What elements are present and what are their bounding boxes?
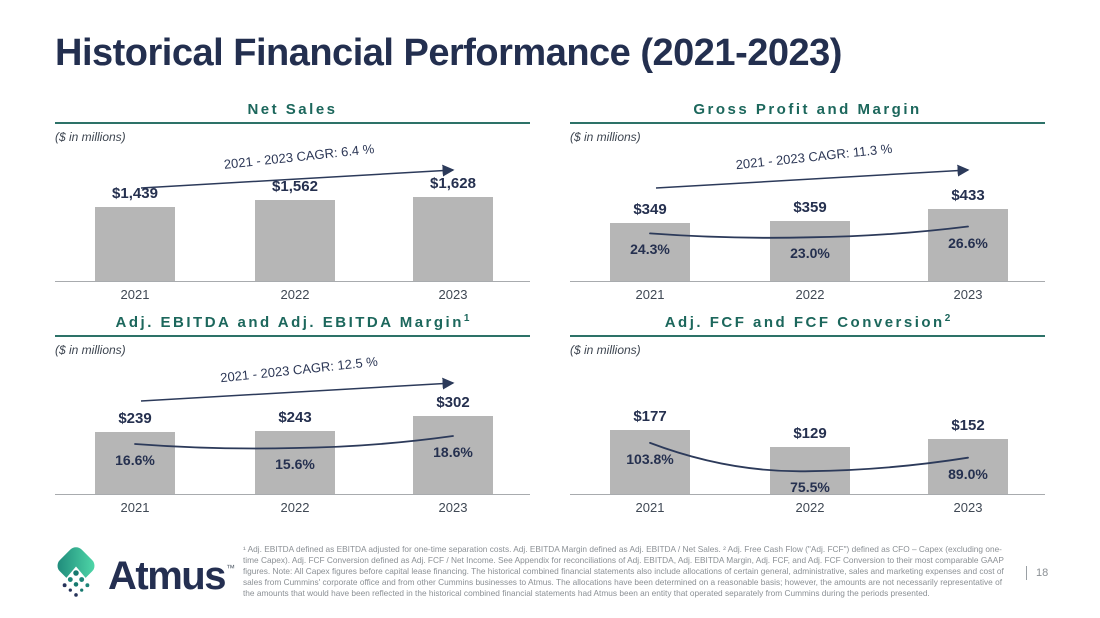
- margin-percent-label: 89.0%: [948, 465, 988, 482]
- bar-2023: [413, 416, 493, 494]
- atmus-logo-mark-icon: [50, 542, 102, 609]
- bar-2022: [770, 221, 850, 281]
- margin-percent-label: 16.6%: [115, 452, 155, 468]
- page-number: 18: [1026, 566, 1048, 580]
- bar-value-label: $302: [436, 394, 470, 411]
- margin-percent-label: 26.6%: [948, 234, 988, 251]
- bar-2023: [928, 209, 1008, 281]
- cagr-arrow: [655, 164, 970, 189]
- chart-decoration: [649, 442, 969, 473]
- units-label: ($ in millions): [570, 130, 641, 144]
- chart-decoration: [140, 164, 455, 189]
- bar-value-label: $359: [793, 199, 827, 216]
- title-underline: [570, 335, 1045, 337]
- plot-area: 2021 - 2023 CAGR: 6.4 % $1,439 $1,562 $1,62…: [55, 141, 530, 282]
- title-underline: [55, 122, 530, 124]
- atmus-logo: Atmus™: [50, 542, 235, 609]
- chart-title: Net Sales: [55, 100, 530, 119]
- year-label: 2022: [795, 287, 825, 302]
- chart-panel-net-sales: Net Sales ($ in millions) 2021 - 2023 CA…: [55, 100, 530, 305]
- year-label: 2021: [635, 287, 665, 302]
- margin-trend-line: [649, 225, 969, 239]
- x-axis-labels: 2021 2022 2023: [570, 287, 1045, 305]
- bar-2021: [95, 207, 175, 281]
- year-label: 2022: [795, 500, 825, 515]
- bar-value-label: $1,628: [430, 175, 476, 192]
- chart-title: Adj. EBITDA and Adj. EBITDA Margin1: [55, 313, 530, 332]
- chart-decoration: [649, 164, 970, 239]
- bar-value-label: $243: [278, 409, 312, 426]
- bar-value-label: $129: [793, 425, 827, 442]
- chart-panel-gross-profit: Gross Profit and Margin ($ in millions) …: [570, 100, 1045, 305]
- margin-trend-line: [649, 442, 969, 473]
- title-underline: [570, 122, 1045, 124]
- chart-panel-adj-fcf: Adj. FCF and FCF Conversion2 ($ in milli…: [570, 313, 1045, 518]
- x-axis-labels: 2021 2022 2023: [570, 500, 1045, 518]
- margin-percent-label: 18.6%: [433, 444, 473, 460]
- margin-percent-label: 103.8%: [626, 450, 674, 467]
- x-axis-labels: 2021 2022 2023: [55, 500, 530, 518]
- trademark-symbol: ™: [225, 562, 235, 573]
- title-underline: [55, 335, 530, 337]
- logo-wordmark: Atmus™: [108, 553, 235, 598]
- margin-percent-label: 24.3%: [630, 241, 670, 258]
- bar-2023: [413, 197, 493, 281]
- chart-title-superscript: 2: [944, 313, 951, 324]
- x-axis-labels: 2021 2022 2023: [55, 287, 530, 305]
- bar-value-label: $1,439: [112, 185, 158, 202]
- plot-area: $177 103.8% $129 75.5% $152 89.0%: [570, 359, 1045, 495]
- bar-2021: [95, 432, 175, 494]
- bar-value-label: $239: [118, 410, 152, 427]
- bar-2023: [928, 439, 1008, 494]
- margin-percent-label: 75.5%: [790, 479, 830, 496]
- slide-footer: Atmus™ ¹ Adj. EBITDA defined as EBITDA a…: [0, 538, 1100, 618]
- cagr-arrow: [140, 377, 455, 402]
- plot-area: 2021 - 2023 CAGR: 12.5 % $239 16.6% $243 15.…: [55, 354, 530, 495]
- chart-title-text: Adj. EBITDA and Adj. EBITDA Margin: [115, 314, 464, 331]
- bar-2022: [255, 431, 335, 494]
- year-label: 2021: [120, 500, 150, 515]
- margin-percent-label: 23.0%: [790, 245, 830, 262]
- plot-area: 2021 - 2023 CAGR: 11.3 % $349 24.3% $359 23.…: [570, 141, 1045, 282]
- margin-trend-line: [134, 435, 454, 450]
- chart-title-text: Net Sales: [247, 101, 338, 118]
- bar-2022: [255, 200, 335, 281]
- year-label: 2021: [120, 287, 150, 302]
- cagr-arrow: [140, 164, 455, 189]
- chart-panel-adj-ebitda: Adj. EBITDA and Adj. EBITDA Margin1 ($ i…: [55, 313, 530, 518]
- margin-percent-label: 15.6%: [275, 456, 315, 472]
- bar-value-label: $152: [951, 417, 985, 434]
- chart-title-text: Gross Profit and Margin: [693, 101, 922, 118]
- units-label: ($ in millions): [55, 343, 126, 357]
- chart-decoration: [134, 377, 455, 450]
- logo-wordmark-text: Atmus: [108, 553, 226, 598]
- bar-2021: [610, 430, 690, 494]
- bar-value-label: $177: [633, 408, 667, 425]
- year-label: 2023: [953, 500, 983, 515]
- bar-value-label: $349: [633, 201, 667, 218]
- year-label: 2021: [635, 500, 665, 515]
- year-label: 2023: [953, 287, 983, 302]
- chart-title: Adj. FCF and FCF Conversion2: [570, 313, 1045, 332]
- bar-value-label: $1,562: [272, 178, 318, 195]
- bar-value-label: $433: [951, 187, 985, 204]
- year-label: 2023: [438, 287, 468, 302]
- chart-title: Gross Profit and Margin: [570, 100, 1045, 119]
- year-label: 2022: [280, 287, 310, 302]
- page-title: Historical Financial Performance (2021-2…: [55, 32, 842, 74]
- chart-title-superscript: 1: [463, 313, 470, 324]
- footnote-text: ¹ Adj. EBITDA defined as EBITDA adjusted…: [243, 544, 1004, 598]
- units-label: ($ in millions): [570, 343, 641, 357]
- units-label: ($ in millions): [55, 130, 126, 144]
- chart-title-text: Adj. FCF and FCF Conversion: [664, 314, 945, 331]
- year-label: 2023: [438, 500, 468, 515]
- year-label: 2022: [280, 500, 310, 515]
